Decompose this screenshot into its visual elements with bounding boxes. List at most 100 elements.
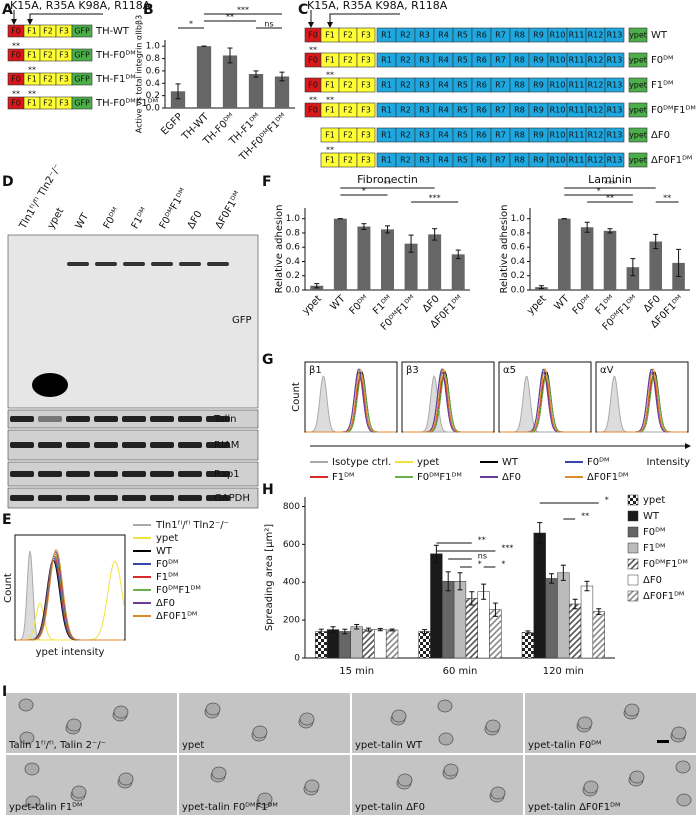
construct-label: TH-F1ᴰᴹ: [95, 74, 136, 85]
domain-label: R7: [495, 106, 506, 115]
y-tick-label: 800: [283, 502, 300, 512]
panel-label: E: [2, 512, 12, 528]
domain-label: R6: [476, 131, 487, 140]
mutation-star: **: [12, 90, 20, 99]
domain: [356, 152, 376, 168]
domain-label: F3: [361, 106, 371, 115]
domain-label: F2: [343, 56, 353, 65]
arrow: [27, 13, 103, 25]
panel-title: α5: [503, 365, 516, 376]
domain-label: F2: [43, 99, 53, 108]
domain-label: R3: [419, 31, 430, 40]
band: [151, 262, 173, 266]
domain-label: R4: [438, 106, 449, 115]
domain-label: R1: [381, 106, 392, 115]
cell: [629, 770, 645, 784]
y-tick-label: 0.2: [286, 271, 300, 281]
cell: [675, 760, 691, 774]
domain-label: F1: [325, 106, 335, 115]
significance-label: *: [362, 187, 366, 196]
significance-label: ***: [237, 6, 249, 15]
cell: [676, 793, 692, 807]
domain: [604, 152, 625, 168]
cell: [211, 766, 227, 780]
panel-label: I: [2, 684, 7, 700]
significance-label: **: [606, 194, 614, 203]
legend-label: ypet: [643, 495, 665, 506]
x-tick-label: WT: [329, 293, 349, 313]
y-tick-label: 600: [283, 540, 300, 550]
domain-label: ypet: [629, 106, 647, 115]
domain-label: R8: [514, 56, 525, 65]
domain-label: F0: [11, 99, 21, 108]
domain-label: R3: [419, 56, 430, 65]
domain-label: R1: [381, 31, 392, 40]
band: [10, 442, 34, 448]
domain-label: R10: [550, 31, 566, 40]
domain-label: R11: [569, 156, 585, 165]
x-axis-label: ypet intensity: [36, 647, 105, 658]
domain: [71, 24, 93, 38]
bar: [580, 227, 594, 290]
domain-label: F1: [27, 99, 37, 108]
bar: [592, 611, 605, 659]
bar: [362, 629, 375, 659]
y-tick-label: 1.0: [511, 214, 526, 224]
bar: [451, 254, 465, 290]
bar: [326, 629, 340, 659]
bar: [533, 532, 546, 659]
image-caption: ypet-talin F1ᴰᴹ: [9, 802, 82, 813]
domain-label: R8: [514, 156, 525, 165]
domain-label: ypet: [629, 131, 647, 140]
y-tick-label: 0.0: [286, 286, 301, 296]
significance-label: *: [189, 20, 193, 29]
domain-label: ypet: [629, 56, 647, 65]
legend-label: F0ᴰᴹ: [587, 457, 609, 468]
domain-label: F1: [27, 75, 37, 84]
band: [123, 262, 145, 266]
y-tick-label: 0.8: [286, 228, 301, 238]
y-tick-label: 0.8: [146, 54, 161, 64]
domain-label: GFP: [74, 51, 90, 60]
lane-label: F0ᴰᴹF1ᴰᴹ: [158, 187, 190, 231]
domain: [71, 96, 93, 110]
domain-label: F3: [59, 99, 69, 108]
cell: [118, 772, 134, 786]
construct-label: WT: [651, 30, 668, 41]
legend-label: Isotype ctrl.: [332, 457, 391, 468]
significance-label: ***: [604, 180, 616, 189]
domain-label: F0: [11, 51, 21, 60]
cell: [18, 698, 34, 712]
band: [67, 262, 89, 266]
bar: [196, 46, 212, 108]
domain-label: R3: [419, 81, 430, 90]
y-tick-label: 1.0: [146, 42, 161, 52]
domain-label: R13: [607, 106, 623, 115]
bar: [568, 603, 582, 659]
y-tick-label: 1.0: [286, 214, 301, 224]
domain-label: R7: [495, 56, 506, 65]
domain-label: R7: [495, 81, 506, 90]
y-tick-label: 0.2: [146, 91, 160, 101]
domain-label: R8: [514, 81, 525, 90]
lane-label: F1ᴰᴹ: [130, 206, 151, 231]
x-tick-label: 15 min: [339, 666, 374, 677]
bar: [338, 631, 352, 659]
x-axis-label: Intensity: [646, 457, 690, 468]
domain: [628, 127, 648, 143]
domain-label: R12: [588, 56, 604, 65]
y-tick-label: 0.4: [511, 257, 526, 267]
cell: [485, 719, 501, 733]
domain: [356, 77, 376, 93]
domain-label: R4: [438, 156, 449, 165]
mutation-star: **: [309, 96, 317, 105]
bar: [626, 267, 640, 290]
blot-label: Talin: [213, 414, 236, 425]
domain-label: GFP: [74, 27, 90, 36]
cell: [624, 703, 640, 717]
mutation-label: K15A, R35A K98A, R118A: [307, 0, 448, 12]
domain: [628, 77, 648, 93]
legend-label: Tln1ᶠˡ/ᶠˡ Tln2⁻/⁻: [155, 520, 229, 531]
band: [38, 471, 62, 477]
cell: [583, 780, 599, 794]
